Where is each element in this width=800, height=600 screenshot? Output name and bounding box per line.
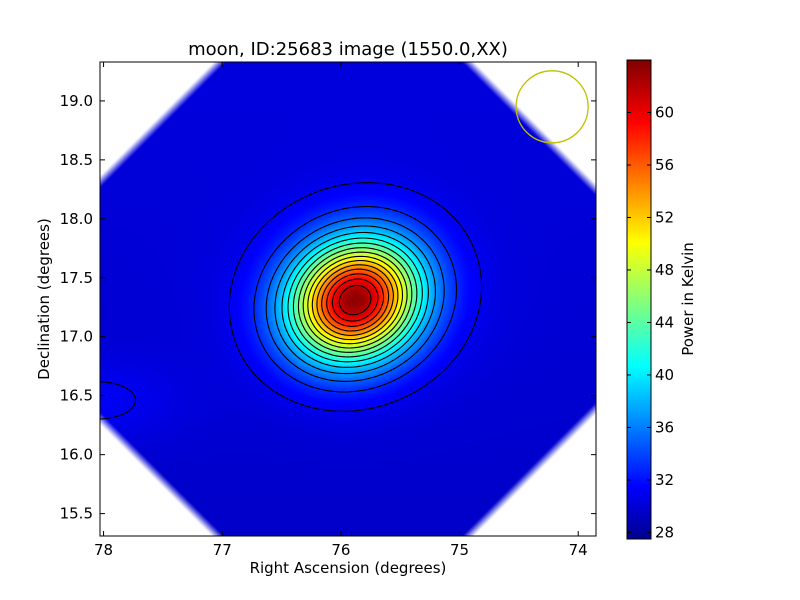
contour-line [292, 242, 418, 358]
heatmap-image [100, 62, 596, 536]
y-tick-label: 19.0 [60, 92, 93, 110]
colorbar-frame [626, 59, 652, 540]
y-axis-ticks: 15.5 16.0 16.5 17.0 17.5 18.0 18.5 19.0 [60, 92, 596, 523]
y-tick-label: 17.0 [60, 328, 93, 346]
contour-line [311, 259, 399, 341]
contour-line [100, 182, 483, 420]
x-tick-label: 77 [213, 541, 232, 559]
contour-lines [100, 182, 483, 420]
colorbar-tick-label: 40 [655, 366, 674, 384]
colorbar-gradient [627, 60, 651, 539]
colorbar-label: Power in Kelvin [679, 242, 697, 356]
contour-line [265, 217, 445, 382]
contour-line [316, 264, 394, 336]
x-tick-label: 74 [569, 541, 588, 559]
colorbar-tick-label: 52 [655, 208, 674, 226]
x-tick-label: 76 [331, 541, 350, 559]
contour-line [281, 231, 429, 368]
contour-line [321, 268, 390, 332]
contour-line [297, 247, 413, 353]
x-axis-ticks: 78 77 76 75 74 [94, 62, 588, 559]
contour-line [307, 255, 404, 345]
colorbar-tick-label: 56 [655, 156, 674, 174]
colorbar-tick-label: 36 [655, 418, 674, 436]
colorbar: 28 32 36 40 44 48 52 56 60 Power in Kelvin [626, 59, 697, 541]
colorbar-tick-label: 28 [655, 523, 674, 541]
y-axis-label: Declination (degrees) [35, 218, 53, 380]
y-tick-label: 18.5 [60, 151, 93, 169]
colorbar-tick-label: 60 [655, 103, 674, 121]
beam-circle [515, 70, 589, 144]
contour-line [326, 273, 385, 327]
contour-line [253, 205, 458, 393]
chart-title: moon, ID:25683 image (1550.0,XX) [188, 39, 508, 60]
y-tick-label: 18.0 [60, 210, 93, 228]
y-tick-label: 17.5 [60, 269, 93, 287]
colorbar-ticks: 28 32 36 40 44 48 52 56 60 [627, 103, 674, 541]
contour-line [274, 225, 436, 375]
x-tick-label: 78 [94, 541, 113, 559]
x-axis-label: Right Ascension (degrees) [250, 559, 447, 577]
contour-line [331, 278, 379, 322]
colorbar-tick-label: 32 [655, 471, 674, 489]
colorbar-tick-label: 44 [655, 313, 674, 331]
contour-line [338, 284, 372, 316]
x-tick-label: 75 [450, 541, 469, 559]
contour-line [287, 237, 423, 363]
plot-area: 78 77 76 75 74 15.516.016.517.017.518.018.51… [60, 61, 597, 559]
plot-frame [99, 61, 597, 537]
colorbar-tick-label: 48 [655, 261, 674, 279]
contour-line [302, 251, 408, 349]
y-tick-label: 16.5 [60, 387, 93, 405]
y-tick-label: 16.0 [60, 446, 93, 464]
y-tick-label: 15.5 [60, 505, 93, 523]
